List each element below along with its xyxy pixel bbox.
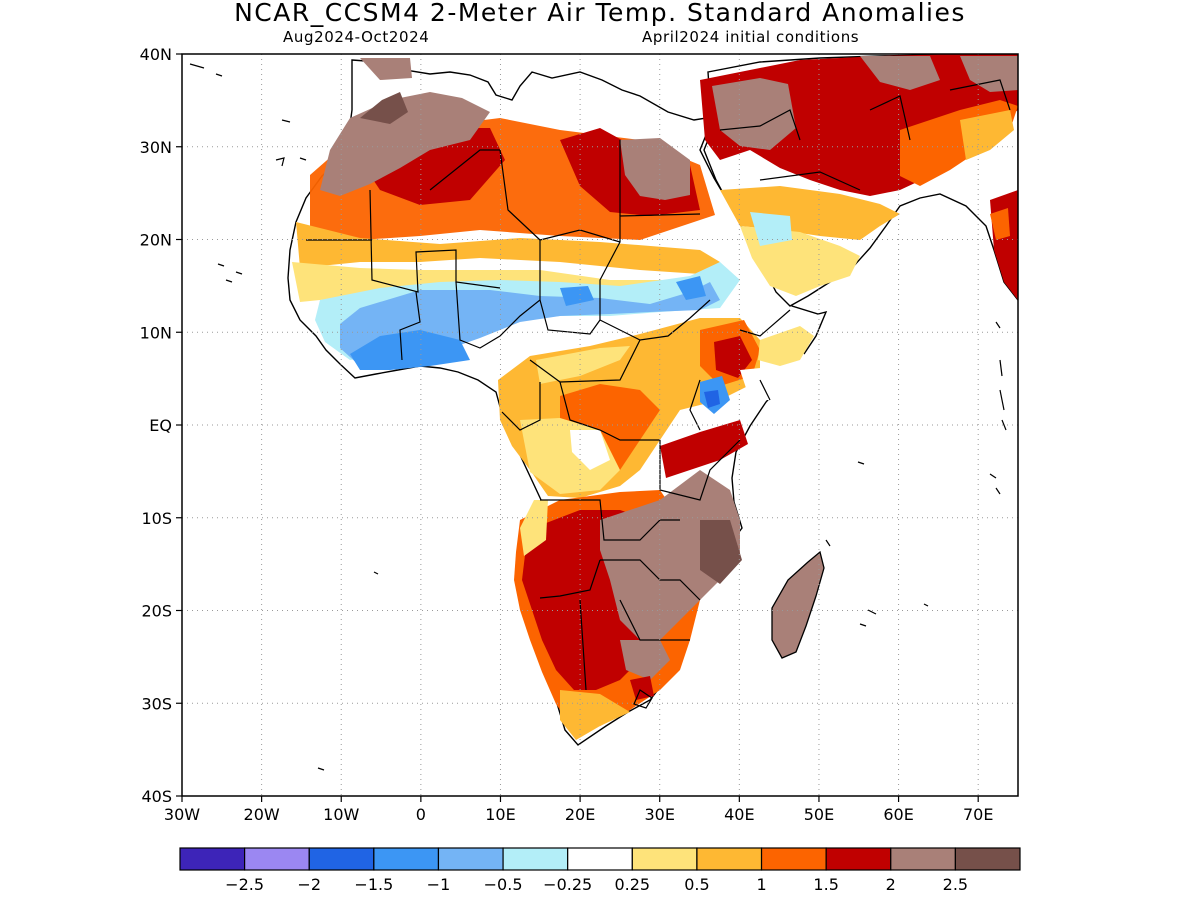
lon-tick-label: 30E	[644, 805, 674, 824]
anomaly-field	[287, 54, 1018, 746]
colorbar-swatch	[437, 847, 504, 871]
lon-tick-label: 40E	[724, 805, 754, 824]
colorbar-swatch	[179, 847, 246, 871]
map-title: NCAR_CCSM4 2-Meter Air Temp. Standard An…	[234, 0, 966, 27]
colorbar-swatch	[696, 847, 763, 871]
colorbar-label: 0.25	[614, 875, 650, 894]
lat-tick-label: 40S	[141, 787, 172, 806]
colorbar-swatch	[373, 847, 440, 871]
lon-tick-label: 20W	[244, 805, 280, 824]
colorbar-swatch	[308, 847, 375, 871]
lat-tick-label: 40N	[140, 45, 172, 64]
lon-tick-label: 20E	[565, 805, 595, 824]
colorbar-label: −1.5	[354, 875, 393, 894]
colorbar-swatch	[631, 847, 698, 871]
colorbar-label: 2.5	[943, 875, 968, 894]
latitude-axis: 40N 30N 20N 10N EQ 10S 20S 30S 40S	[140, 45, 182, 806]
lon-tick-label: 50E	[804, 805, 834, 824]
colorbar-label: −1	[427, 875, 451, 894]
map-grid	[182, 54, 1018, 796]
lat-tick-label: 30S	[141, 694, 172, 713]
colorbar-swatch	[244, 847, 310, 871]
colorbar-label: 1.5	[813, 875, 838, 894]
colorbar-swatch	[567, 847, 633, 871]
colorbar-label: 1	[756, 875, 766, 894]
lon-tick-label: 10W	[323, 805, 359, 824]
lat-tick-label: 10S	[141, 509, 172, 528]
madagascar-land	[771, 550, 825, 659]
lat-tick-label: 30N	[140, 138, 172, 157]
lon-tick-label: 30W	[164, 805, 200, 824]
lon-tick-label: 10E	[485, 805, 515, 824]
colorbar-swatch	[954, 847, 1021, 871]
colorbar-label: −2	[297, 875, 321, 894]
lat-tick-label: 20S	[141, 602, 172, 621]
colorbar-label: 2	[886, 875, 896, 894]
initial-conditions-label: April2024 initial conditions	[642, 28, 860, 46]
lat-tick-label: 20N	[140, 231, 172, 250]
colorbar-swatch	[890, 847, 956, 871]
country-borders	[306, 79, 1011, 709]
lon-tick-label: 70E	[963, 805, 993, 824]
colorbar: −2.5 −2 −1.5 −1 −0.5 −0.25 0.25 0.5 1 1.5 2 2.5	[179, 847, 1021, 894]
lon-tick-label: 60E	[883, 805, 913, 824]
colorbar-label: 0.5	[684, 875, 709, 894]
colorbar-label: −0.25	[543, 875, 592, 894]
colorbar-swatch	[825, 847, 892, 871]
colorbar-swatch	[502, 847, 569, 871]
colorbar-label: −2.5	[225, 875, 264, 894]
colorbar-label: −0.5	[484, 875, 523, 894]
forecast-period: Aug2024-Oct2024	[283, 28, 430, 46]
islands	[189, 63, 1007, 771]
lat-tick-label: 10N	[140, 323, 172, 342]
longitude-axis: 30W 20W 10W 0 10E 20E 30E 40E 50E 60E 70E	[164, 796, 993, 824]
lon-tick-label: 0	[416, 805, 426, 824]
colorbar-swatch	[760, 847, 827, 871]
lat-tick-label: EQ	[149, 416, 172, 435]
